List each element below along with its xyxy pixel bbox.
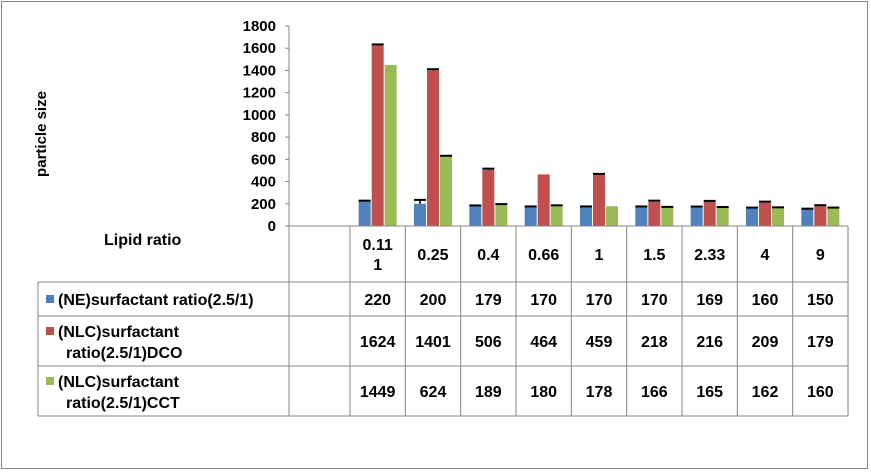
y-axis-label: particle size	[33, 91, 50, 177]
bar	[716, 207, 729, 226]
data-table-value: 216	[696, 334, 723, 351]
legend-swatch	[46, 327, 54, 335]
y-tick-label: 0	[268, 218, 276, 235]
x-tick-label: 0.66	[528, 247, 559, 264]
data-table-value: 165	[696, 384, 723, 401]
bar	[703, 202, 716, 226]
y-tick-label: 600	[251, 151, 276, 168]
bar	[661, 207, 674, 226]
data-table-value: 169	[696, 292, 723, 309]
bar	[827, 208, 840, 226]
data-table-value: 218	[641, 334, 668, 351]
data-table-value: 459	[586, 334, 613, 351]
data-table-value: 179	[475, 292, 502, 309]
bar	[593, 175, 605, 226]
legend-swatch	[46, 295, 54, 303]
bar	[537, 174, 550, 226]
data-table-value: 170	[586, 292, 613, 309]
data-table-value: 166	[641, 384, 668, 401]
data-table-value: 506	[475, 334, 502, 351]
legend-swatch	[46, 377, 54, 385]
data-table-value: 1401	[415, 334, 451, 351]
bar	[801, 209, 814, 226]
bar	[371, 45, 384, 226]
bar	[648, 201, 661, 226]
y-axis: 0 200 400 600 800 1000 1200 1400 1600 1800	[243, 18, 848, 235]
data-table-value: 170	[530, 292, 557, 309]
data-table-value: 150	[807, 292, 834, 309]
data-table-value: 220	[364, 292, 391, 309]
bar	[482, 169, 495, 226]
x-tick-label: 0.11 1	[363, 237, 393, 274]
legend-entry: (NLC)surfactant ratio(2.5/1)CCT	[58, 374, 180, 412]
y-tick-label: 1800	[243, 18, 276, 35]
bar	[759, 202, 771, 226]
bar	[814, 206, 827, 226]
data-table-value: 180	[530, 384, 557, 401]
y-tick-label: 1400	[243, 62, 276, 79]
data-table-value: 1449	[360, 384, 396, 401]
x-tick-label: 4	[761, 247, 770, 264]
x-tick-label: 0.4	[477, 247, 499, 264]
data-table-value: 170	[641, 292, 668, 309]
bar	[384, 65, 397, 226]
y-tick-label: 1200	[243, 85, 276, 102]
y-tick-label: 400	[251, 174, 276, 191]
x-tick-label: 0.25	[417, 247, 448, 264]
y-tick-label: 1600	[243, 40, 276, 57]
data-table-value: 209	[752, 334, 779, 351]
y-tick-label: 800	[251, 129, 276, 146]
bars	[358, 43, 840, 226]
data-table-value: 1624	[360, 334, 396, 351]
legend-entry: (NLC)surfactant ratio(2.5/1)DCO	[58, 324, 182, 362]
bar	[635, 207, 648, 226]
bar	[358, 201, 371, 226]
bar	[440, 156, 452, 226]
data-table-value: 189	[475, 384, 502, 401]
x-tick-label: 1	[595, 247, 604, 264]
bar	[469, 206, 482, 226]
data-table-value: 160	[807, 384, 834, 401]
legend-entry: (NE)surfactant ratio(2.5/1)	[58, 292, 254, 309]
y-tick-label: 1000	[243, 107, 276, 124]
x-axis-label: Lipid ratio	[104, 232, 182, 249]
bar	[580, 207, 592, 226]
bar	[690, 207, 703, 226]
data-table-value: 162	[752, 384, 779, 401]
data-table-value: 464	[530, 334, 557, 351]
bar	[495, 205, 508, 226]
bar	[772, 208, 784, 226]
bar	[524, 207, 537, 226]
y-tick-label: 200	[251, 196, 276, 213]
bar	[427, 70, 439, 226]
x-tick-label: 2.33	[694, 247, 725, 264]
data-table: 0.11 1 0.25 0.4 0.66 1 1.5 2.33 4 9 (NE)surfactant…	[37, 225, 849, 417]
data-table-value: 178	[586, 384, 613, 401]
data-table-value: 160	[752, 292, 779, 309]
bar	[746, 208, 758, 226]
data-table-value: 624	[420, 384, 447, 401]
bar	[606, 206, 618, 226]
x-tick-label: 1.5	[643, 247, 665, 264]
bar	[550, 206, 563, 226]
data-table-value: 179	[807, 334, 834, 351]
data-table-value: 200	[420, 292, 447, 309]
x-tick-label: 9	[816, 247, 825, 264]
bar	[414, 203, 426, 226]
